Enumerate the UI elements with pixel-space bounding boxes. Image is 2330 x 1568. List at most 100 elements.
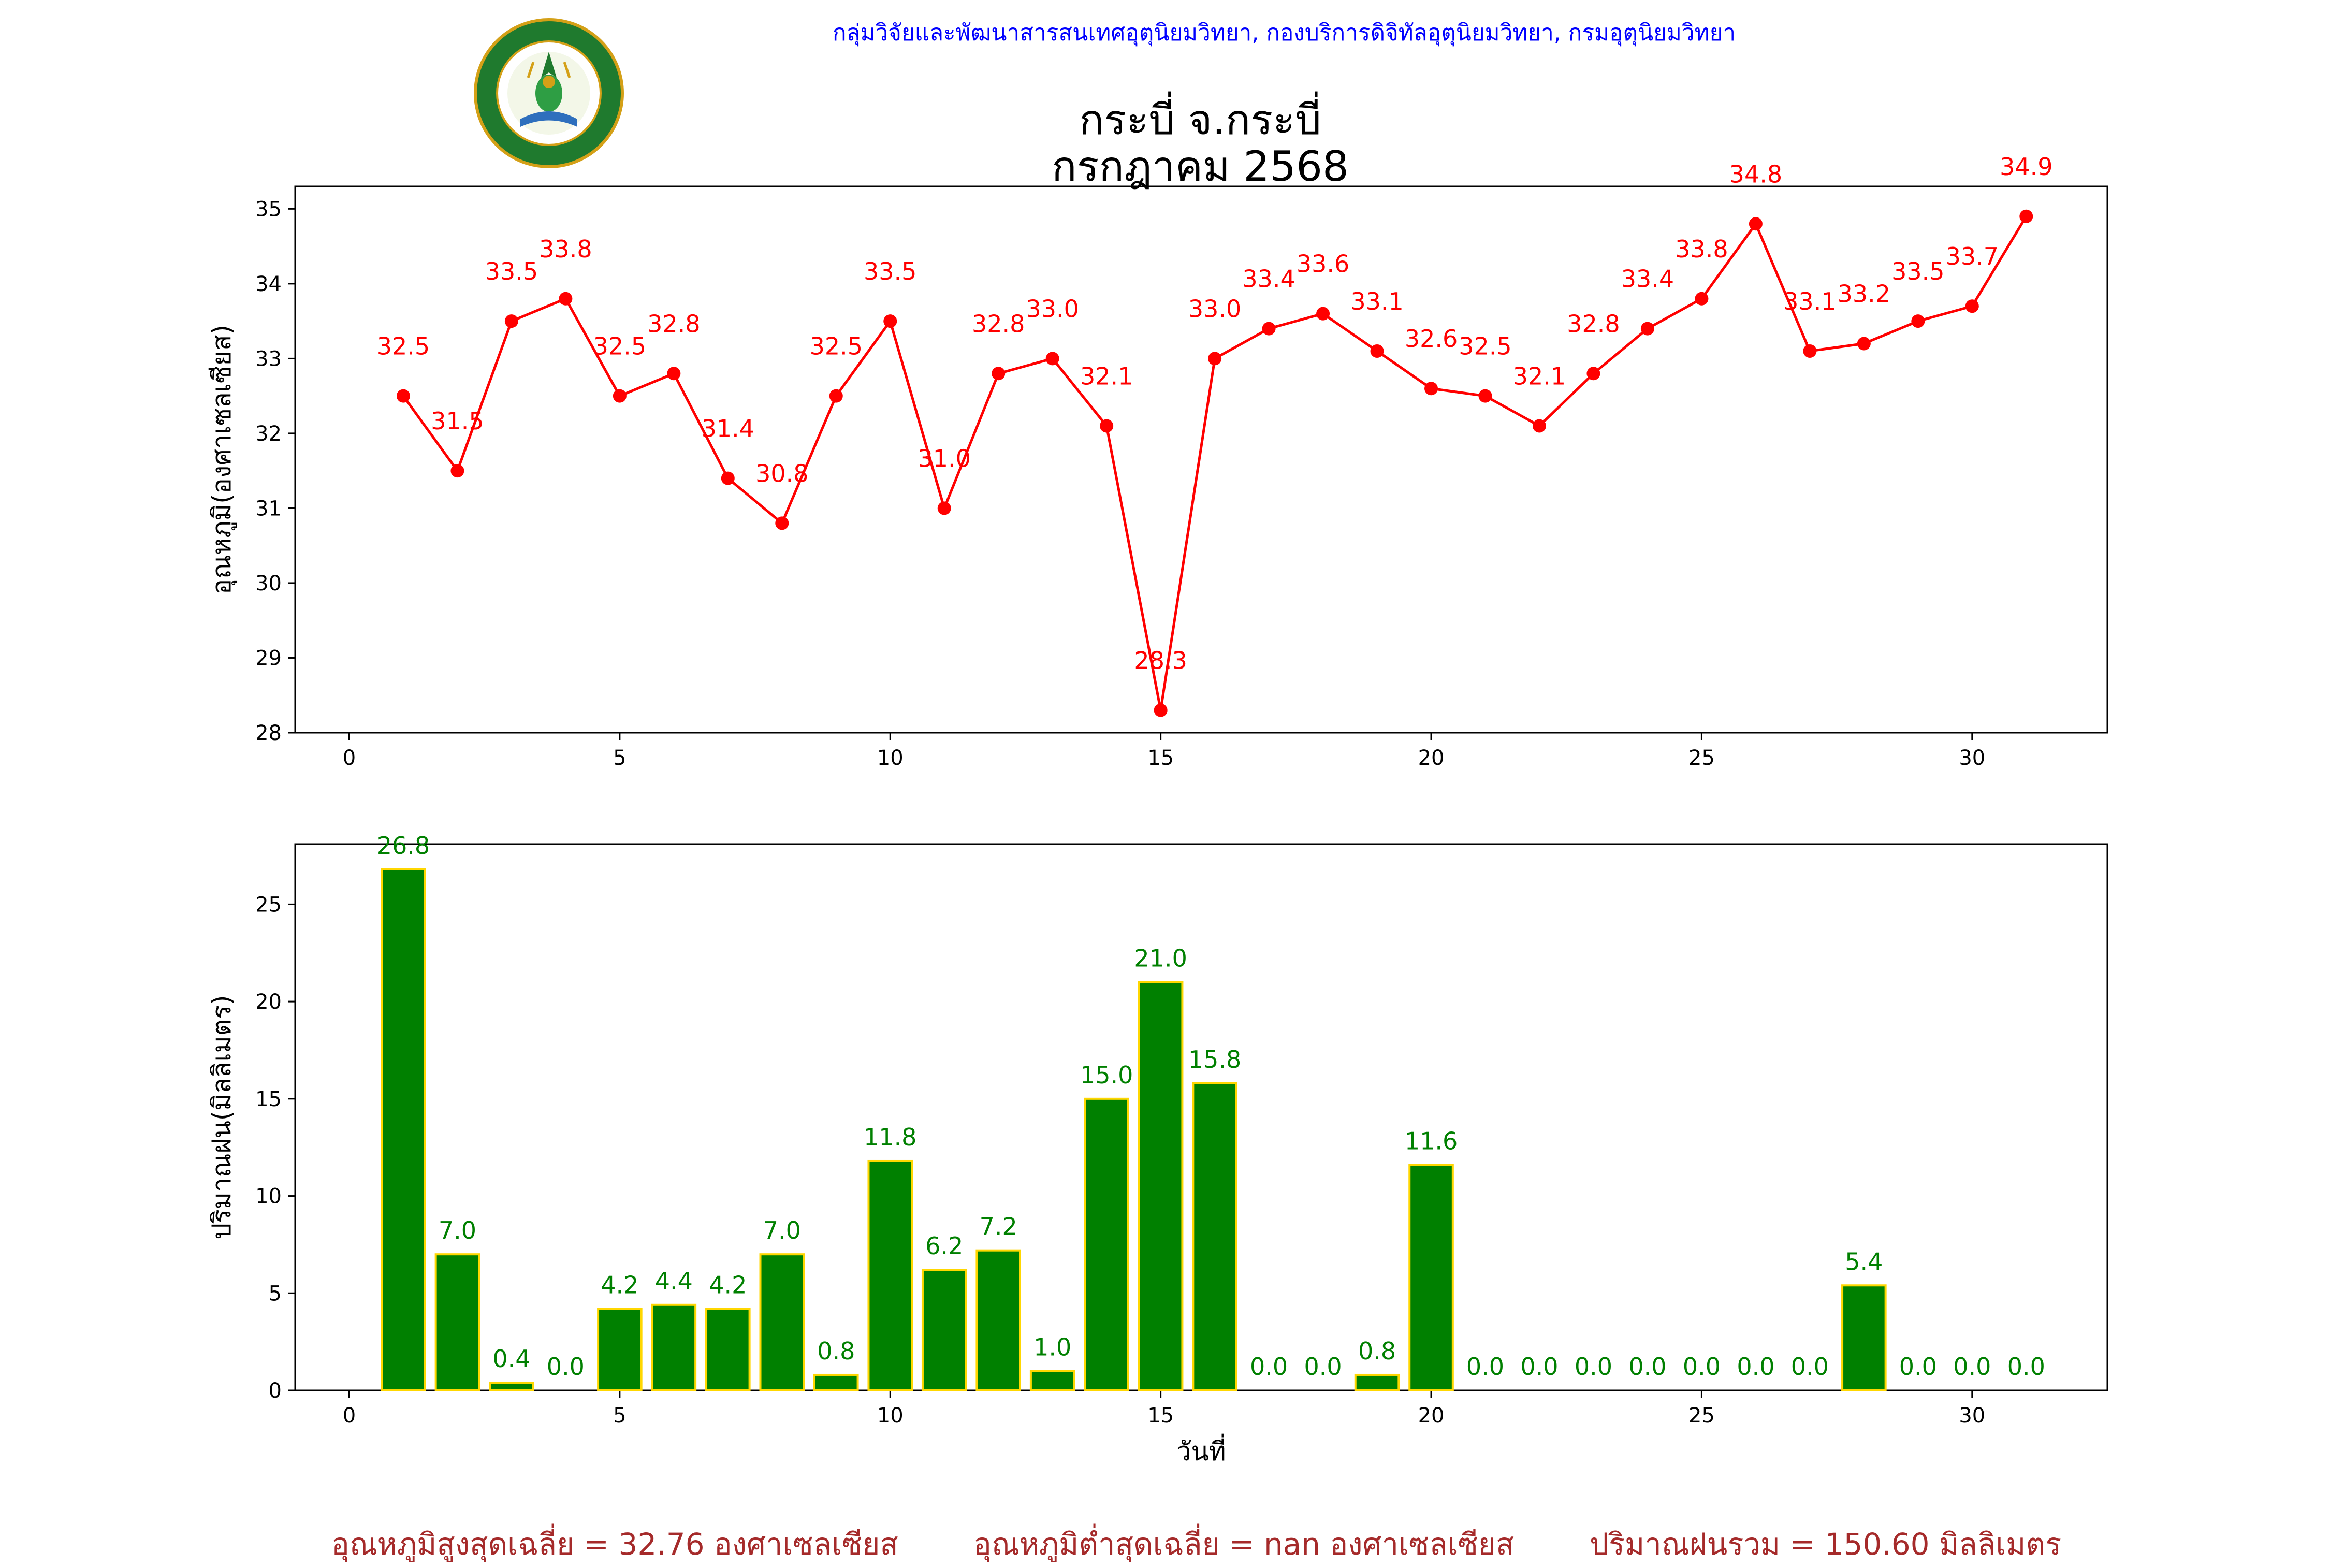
temp-x-tick-label: 5	[613, 746, 626, 770]
temperature-point	[1965, 299, 1979, 313]
temperature-point	[883, 314, 897, 328]
rain-data-label: 7.2	[980, 1213, 1017, 1241]
rain-data-label: 0.0	[1791, 1353, 1829, 1381]
meteorological-department-logo	[474, 18, 624, 168]
temp-y-tick-label: 34	[255, 272, 282, 296]
rain-bar	[1841, 1284, 1887, 1391]
department-header: กลุ่มวิจัยและพัฒนาสารสนเทศอุตุนิยมวิทยา,…	[832, 20, 1736, 46]
temperature-data-label: 30.8	[755, 459, 808, 487]
rain-data-label: 0.0	[1250, 1353, 1288, 1381]
rain-bar	[1084, 1097, 1129, 1391]
temperature-data-label: 33.0	[1026, 295, 1079, 323]
rain-bar	[651, 1303, 697, 1391]
temperature-data-label: 32.6	[1405, 325, 1458, 353]
rain-data-label: 0.0	[1575, 1353, 1612, 1381]
rain-data-label: 0.0	[1953, 1353, 1991, 1381]
rain-data-label: 0.8	[817, 1337, 855, 1365]
rain-data-label: 7.0	[439, 1216, 476, 1244]
rain-bar	[1138, 981, 1184, 1391]
temperature-point	[2019, 209, 2033, 223]
rain-data-label: 11.8	[864, 1123, 916, 1151]
rain-data-label: 21.0	[1134, 945, 1187, 972]
rain-data-label: 15.0	[1080, 1061, 1133, 1089]
temperature-data-label: 33.5	[485, 257, 538, 285]
rain-data-label: 15.8	[1188, 1046, 1241, 1073]
temperature-point	[504, 314, 518, 328]
temperature-data-label: 32.8	[1567, 310, 1620, 338]
rain-x-tick-label: 5	[613, 1404, 626, 1428]
rain-y-tick-label: 10	[255, 1185, 282, 1209]
temperature-point	[1532, 419, 1546, 433]
rain-x-tick-label: 10	[877, 1404, 904, 1428]
temperature-data-label: 32.8	[647, 310, 700, 338]
temp-y-tick-label: 28	[255, 721, 282, 745]
temperature-data-label: 33.0	[1188, 295, 1241, 323]
rain-x-tick-label: 15	[1147, 1404, 1174, 1428]
temp-y-tick-label: 30	[255, 572, 282, 596]
temperature-point	[937, 501, 951, 515]
temp-x-tick-label: 15	[1147, 746, 1174, 770]
rain-y-tick-label: 20	[255, 990, 282, 1014]
rain-bar	[759, 1253, 805, 1392]
temperature-data-label: 33.2	[1838, 280, 1890, 308]
temperature-data-label: 33.8	[539, 235, 592, 263]
rain-bar	[597, 1308, 643, 1392]
rain-x-tick-label: 0	[343, 1404, 356, 1428]
rain-bar	[867, 1159, 913, 1391]
rain-data-label: 6.2	[925, 1232, 963, 1260]
rain-data-label: 0.0	[2007, 1353, 2045, 1381]
rain-bar	[1029, 1370, 1075, 1392]
chart-title-month: กรกฎาคม 2568	[1052, 142, 1349, 191]
rain-bar	[381, 868, 426, 1392]
summary-total-rain: ปริมาณฝนรวม = 150.60 มิลลิเมตร	[1590, 1527, 2062, 1562]
temperature-point	[1262, 322, 1276, 336]
temp-y-tick-label: 29	[255, 646, 282, 670]
rain-bar	[813, 1373, 859, 1391]
rain-bar	[1354, 1373, 1400, 1391]
rainfall-bar-chart: 0 5 10 15 20 25 30 0 5 10 15 20 25 ปริมาณฝน(มิลลิเมตร…	[207, 832, 2108, 1467]
temperature-data-label: 33.5	[1891, 257, 1944, 285]
temperature-point	[1154, 703, 1168, 717]
temperature-data-label: 33.8	[1675, 235, 1728, 263]
rain-bar	[1192, 1082, 1237, 1391]
temperature-data-label: 32.1	[1513, 362, 1566, 390]
temperature-data-label: 32.5	[593, 332, 646, 360]
temperature-point	[1424, 382, 1438, 396]
temperature-point	[396, 389, 410, 403]
temperature-data-label: 33.7	[1946, 242, 1999, 270]
temp-y-axis-label: อุณหภูมิ(องศาเซลเซียส)	[207, 325, 237, 594]
temperature-point	[1803, 344, 1817, 358]
temp-plot-frame	[294, 185, 2108, 734]
rain-data-label: 0.8	[1358, 1337, 1396, 1365]
rain-data-label: 26.8	[377, 832, 430, 860]
temperature-line-chart: 0 5 10 15 20 25 30 28 29 30 31 32 33 34 35 อุณหภูมิ(องศ…	[207, 153, 2108, 770]
rain-x-tick-label: 25	[1688, 1404, 1715, 1428]
temperature-point	[559, 292, 573, 306]
temperature-point	[613, 389, 627, 403]
rain-bar	[489, 1381, 534, 1391]
temperature-series-line	[402, 215, 2028, 711]
temp-x-tick-label: 30	[1959, 746, 1985, 770]
chart-title-station: กระบี่ จ.กระบี่	[1079, 96, 1322, 144]
temperature-data-label: 32.5	[377, 332, 430, 360]
rain-y-tick-label: 0	[269, 1379, 282, 1403]
rain-y-tick-label: 5	[269, 1282, 282, 1305]
temperature-point	[829, 389, 843, 403]
temperature-point	[1045, 352, 1059, 366]
rain-data-label: 4.2	[709, 1271, 747, 1299]
temp-y-tick-label: 35	[255, 197, 282, 221]
rain-data-label: 7.0	[763, 1216, 801, 1244]
rain-data-label: 0.0	[1466, 1353, 1504, 1381]
temperature-point	[1370, 344, 1384, 358]
rain-y-tick-label: 25	[255, 893, 282, 917]
temperature-point	[1316, 307, 1330, 321]
temperature-point	[1911, 314, 1925, 328]
rain-data-label: 0.0	[1520, 1353, 1558, 1381]
temperature-data-label: 33.5	[864, 257, 916, 285]
temperature-point	[1695, 292, 1709, 306]
temperature-data-label: 28.3	[1134, 647, 1187, 675]
temperature-data-label: 33.6	[1297, 250, 1349, 278]
temperature-data-label: 33.4	[1242, 265, 1295, 293]
rain-data-label: 5.4	[1845, 1247, 1883, 1275]
